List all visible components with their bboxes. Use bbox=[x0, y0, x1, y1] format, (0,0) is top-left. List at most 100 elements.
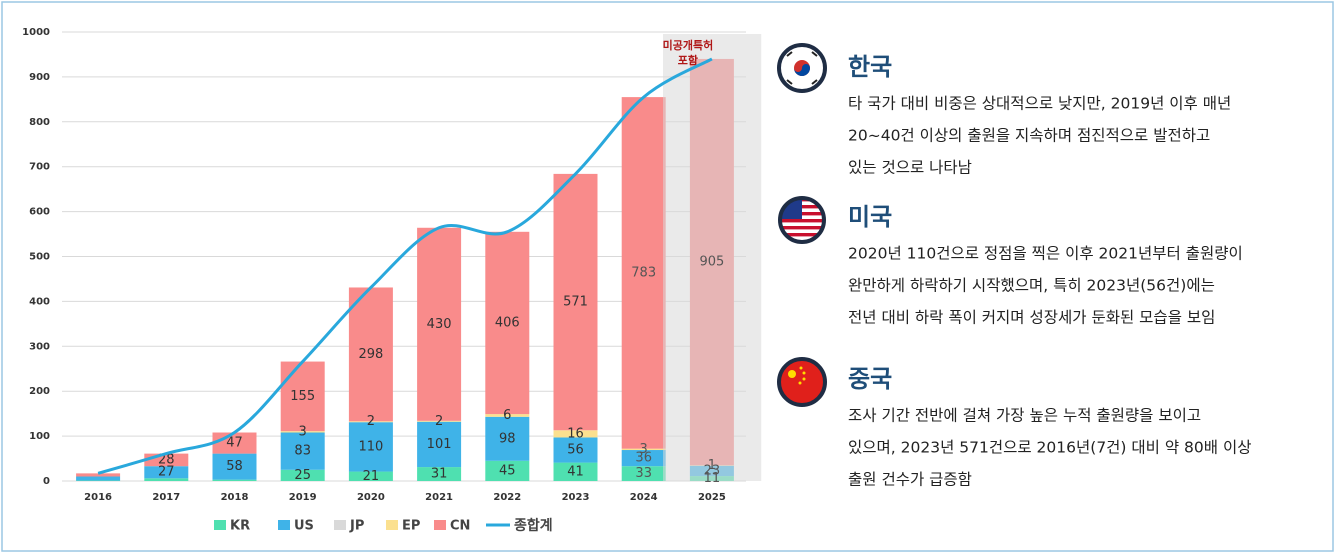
data-label: 27 bbox=[158, 465, 175, 480]
y-tick-label: 0 bbox=[43, 476, 50, 487]
legend-swatch bbox=[334, 520, 346, 530]
bar-segment bbox=[280, 432, 325, 470]
y-tick-label: 700 bbox=[29, 162, 50, 173]
bar-segment bbox=[621, 97, 666, 449]
bar-segment bbox=[417, 421, 462, 468]
bar-segment bbox=[621, 450, 666, 467]
legend-label: 종합계 bbox=[514, 517, 553, 534]
bar-segment bbox=[144, 466, 189, 479]
bar-segment bbox=[485, 416, 530, 461]
bar-segment bbox=[348, 422, 393, 472]
note-title: 한국 bbox=[848, 53, 892, 81]
note-text: 출원 건수가 급증함 bbox=[848, 471, 972, 489]
note-text: 있는 것으로 나타남 bbox=[848, 159, 972, 177]
note-text: 2020년 110건으로 정점을 찍은 이후 2021년부터 출원량이 bbox=[848, 245, 1243, 263]
data-label: 21 bbox=[363, 469, 380, 484]
data-label: 110 bbox=[358, 439, 383, 454]
x-tick-label: 2023 bbox=[562, 492, 590, 503]
note-text: 타 국가 대비 비중은 상대적으로 낮지만, 2019년 이후 매년 bbox=[848, 95, 1231, 113]
y-tick-label: 400 bbox=[29, 296, 50, 307]
note-title: 미국 bbox=[848, 203, 892, 231]
x-tick-label: 2018 bbox=[221, 492, 249, 503]
note-text: 있으며, 2023년 571건으로 2016년(7건) 대비 약 80배 이상 bbox=[848, 439, 1251, 457]
bar-segment bbox=[417, 467, 462, 481]
data-label: 33 bbox=[635, 466, 652, 481]
x-tick-label: 2016 bbox=[84, 492, 112, 503]
note-title: 중국 bbox=[848, 365, 892, 393]
bar-segment bbox=[280, 469, 325, 481]
x-tick-label: 2020 bbox=[357, 492, 385, 503]
legend-label: CN bbox=[450, 519, 470, 534]
data-label: 45 bbox=[499, 463, 516, 478]
data-label: 430 bbox=[427, 317, 452, 332]
data-label: 1 bbox=[708, 458, 716, 473]
x-tick-label: 2025 bbox=[698, 492, 726, 503]
bar-segment bbox=[212, 453, 257, 480]
bar-segment bbox=[553, 437, 598, 463]
data-label: 298 bbox=[358, 347, 383, 362]
data-label: 2 bbox=[435, 414, 443, 429]
data-label: 101 bbox=[427, 437, 452, 452]
legend-swatch bbox=[386, 520, 398, 530]
data-label: 16 bbox=[567, 426, 584, 441]
bar-segment bbox=[485, 231, 530, 415]
bar-segment bbox=[621, 466, 666, 481]
data-label: 98 bbox=[499, 431, 516, 446]
bar-segment bbox=[76, 476, 121, 481]
y-tick-label: 100 bbox=[29, 431, 50, 442]
y-tick-label: 900 bbox=[29, 72, 50, 83]
x-tick-label: 2017 bbox=[152, 492, 180, 503]
bar-segment bbox=[212, 479, 257, 481]
y-tick-label: 800 bbox=[29, 117, 50, 128]
bar-segment bbox=[76, 473, 121, 477]
x-tick-label: 2022 bbox=[493, 492, 521, 503]
bar-segment bbox=[553, 430, 598, 438]
note-text: 조사 기간 전반에 걸쳐 가장 높은 누적 출원량을 보이고 bbox=[848, 407, 1201, 425]
data-label: 31 bbox=[431, 467, 448, 482]
data-label: 41 bbox=[567, 464, 584, 479]
bar-segment bbox=[348, 471, 393, 481]
data-label: 47 bbox=[226, 436, 243, 451]
legend-label: JP bbox=[349, 519, 364, 534]
bar-segment bbox=[417, 420, 462, 422]
data-label: 56 bbox=[567, 443, 584, 458]
flag-kr bbox=[777, 43, 827, 93]
total-line bbox=[97, 57, 713, 475]
y-tick-label: 1000 bbox=[22, 27, 50, 38]
bar-segment bbox=[280, 431, 325, 433]
data-label: 3 bbox=[299, 424, 307, 439]
data-label: 571 bbox=[563, 295, 588, 310]
data-label: 406 bbox=[495, 315, 520, 330]
legend-swatch bbox=[214, 520, 226, 530]
data-label: 11 bbox=[704, 471, 721, 486]
y-tick-label: 500 bbox=[29, 252, 50, 263]
x-tick-label: 2019 bbox=[289, 492, 317, 503]
annotation: 포함 bbox=[678, 53, 698, 67]
bar-segment bbox=[485, 414, 530, 417]
bar-segment bbox=[348, 421, 393, 423]
data-label: 6 bbox=[503, 408, 511, 423]
note-text: 20~40건 이상의 출원을 지속하며 점진적으로 발전하고 bbox=[848, 127, 1210, 145]
note-text: 전년 대비 하락 폭이 커지며 성장세가 둔화된 모습을 보임 bbox=[848, 309, 1215, 327]
bar-segment bbox=[553, 462, 598, 481]
data-label: 23 bbox=[704, 463, 721, 478]
bar-segment bbox=[417, 227, 462, 421]
annotation: 미공개특허 bbox=[663, 38, 714, 52]
data-label: 3 bbox=[640, 442, 648, 457]
data-label: 25 bbox=[294, 468, 311, 483]
flag-cn bbox=[777, 357, 827, 407]
legend-swatch bbox=[434, 520, 446, 530]
bar-segment bbox=[485, 460, 530, 481]
legend-label: EP bbox=[402, 519, 420, 534]
data-label: 83 bbox=[294, 444, 311, 459]
x-tick-label: 2021 bbox=[425, 492, 453, 503]
data-label: 2 bbox=[367, 414, 375, 429]
data-label: 58 bbox=[226, 459, 243, 474]
x-tick-label: 2024 bbox=[630, 492, 658, 503]
legend-swatch bbox=[278, 520, 290, 530]
flag-us bbox=[778, 196, 826, 244]
legend-label: KR bbox=[230, 519, 250, 534]
